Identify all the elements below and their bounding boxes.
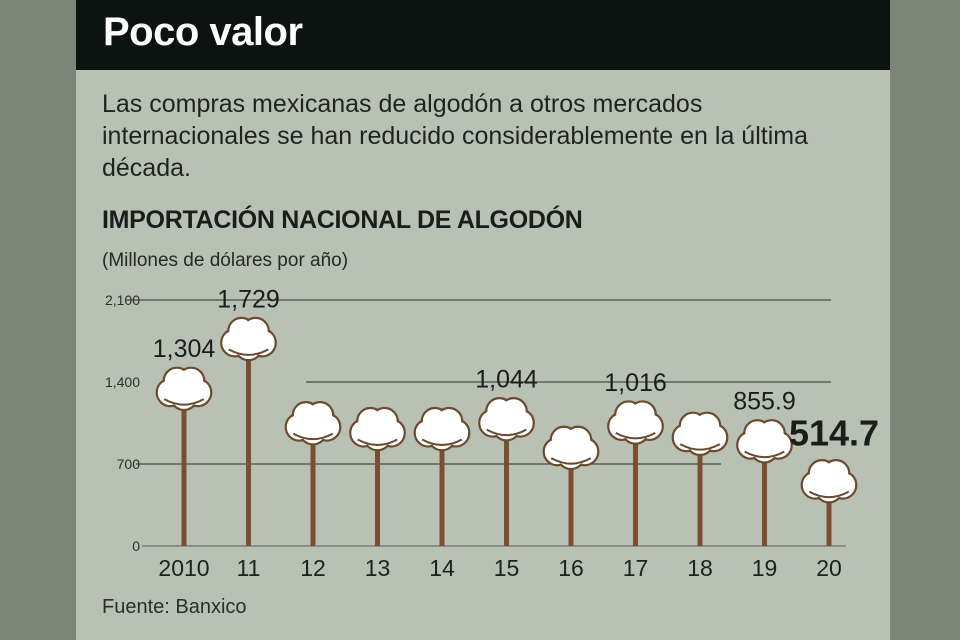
bar-stem: [375, 433, 380, 546]
cotton-boll: [478, 397, 535, 442]
page-title: Poco valor: [103, 10, 303, 54]
cotton-boll: [220, 316, 277, 362]
bar-stem: [697, 438, 703, 546]
data-label: 514.7: [789, 413, 879, 454]
x-tick-label: 2010: [158, 555, 209, 581]
x-tick-label: 17: [623, 555, 649, 581]
bar-stem: [181, 393, 187, 546]
x-tick-label: 14: [429, 555, 455, 581]
cotton-boll: [413, 406, 471, 452]
data-label: 1,016: [604, 369, 667, 397]
x-tick-label: 19: [752, 555, 778, 581]
x-tick-label: 16: [558, 555, 584, 581]
y-tick-label: 700: [117, 456, 141, 472]
source-note: Fuente: Banxico: [102, 596, 247, 618]
bar-stem: [310, 427, 316, 546]
y-tick-label: 2,100: [105, 292, 140, 308]
chart-title: IMPORTACIÓN NACIONAL DE ALGODÓN: [102, 206, 583, 234]
x-tick-label: 13: [365, 555, 391, 581]
cotton-boll: [607, 400, 664, 445]
chart-unit-label: (Millones de dólares por año): [102, 250, 349, 271]
cotton-boll: [671, 411, 729, 457]
subtitle: Las compras mexicanas de algodón a otros…: [102, 90, 808, 182]
data-label: 1,729: [217, 285, 280, 313]
y-tick-label: 0: [132, 538, 140, 554]
cotton-boll: [349, 406, 406, 452]
cotton-bar-chart: 0 700 1,400 2,100 2010 1,304 11 1,729 12 13 14 15 1,…: [105, 285, 879, 581]
bar-stem: [568, 452, 574, 546]
data-label: 855.9: [733, 388, 796, 416]
x-tick-label: 15: [494, 555, 520, 581]
cotton-boll: [800, 459, 858, 504]
cotton-boll: [155, 366, 213, 412]
x-tick-label: 11: [237, 555, 261, 581]
bar-stem: [439, 433, 445, 546]
bar-stem: [762, 445, 767, 546]
bar-stem: [246, 343, 251, 546]
y-tick-label: 1,400: [105, 374, 140, 390]
header-bar: Poco valor: [76, 0, 890, 70]
cotton-boll: [542, 425, 600, 471]
cotton-boll: [284, 401, 342, 446]
bar-stem: [826, 485, 832, 546]
x-tick-label: 20: [816, 555, 842, 581]
bar-stem: [504, 423, 509, 546]
infographic-card: Poco valor Las compras mexicanas de algo…: [76, 0, 890, 640]
data-label: 1,304: [153, 335, 216, 363]
x-tick-label: 12: [300, 555, 326, 581]
data-label: 1,044: [475, 366, 538, 394]
cotton-boll: [736, 419, 793, 464]
x-tick-label: 18: [687, 555, 713, 581]
bar-stem: [633, 426, 638, 546]
